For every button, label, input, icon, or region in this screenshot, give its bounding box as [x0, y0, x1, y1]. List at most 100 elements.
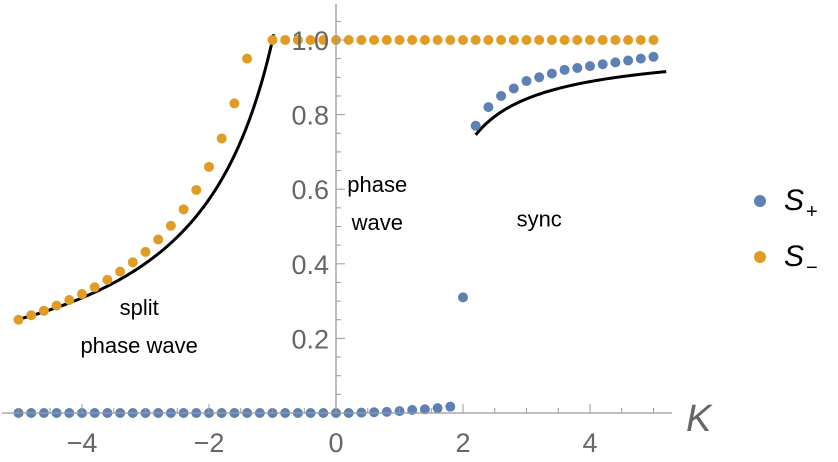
point-s-plus [483, 102, 494, 113]
legend-marker-1 [754, 195, 766, 207]
fit-curves [18, 34, 667, 321]
point-s-minus [280, 35, 291, 45]
point-s-plus [445, 401, 456, 412]
point-s-minus [229, 98, 240, 109]
legend-subscript-1: + [806, 201, 818, 223]
legend-label-2: S [784, 240, 804, 273]
point-s-plus [559, 64, 570, 75]
point-s-minus [165, 220, 176, 231]
point-s-minus [534, 35, 545, 45]
point-s-minus [394, 35, 405, 45]
point-s-minus [610, 35, 621, 45]
point-s-minus [445, 35, 456, 45]
legend-label-1: S [784, 184, 804, 217]
point-s-minus [572, 35, 583, 45]
y-tick-label: 0.6 [291, 175, 329, 205]
point-s-plus [597, 59, 608, 70]
point-s-minus [546, 35, 557, 45]
point-s-minus [292, 35, 303, 45]
point-s-minus [115, 266, 126, 277]
point-s-plus [572, 62, 583, 73]
point-s-minus [407, 35, 418, 45]
y-tick-label: 0.2 [291, 324, 329, 354]
point-s-minus [102, 274, 113, 285]
region-label: split [120, 295, 159, 320]
point-s-minus [597, 35, 608, 45]
point-s-minus [242, 53, 253, 64]
point-s-plus [585, 61, 595, 72]
x-tick-label: −2 [194, 428, 225, 458]
point-s-minus [89, 282, 100, 293]
region-label: sync [517, 207, 562, 232]
point-s-plus [521, 76, 532, 87]
point-s-plus [648, 51, 659, 62]
region-label: wave [351, 210, 403, 235]
point-s-plus [534, 72, 545, 83]
point-s-minus [419, 35, 430, 45]
point-s-minus [458, 35, 468, 45]
point-s-minus [13, 314, 24, 325]
x-tick-label: −4 [67, 428, 98, 458]
y-tick-label: 0.4 [291, 250, 329, 280]
point-s-minus [432, 35, 443, 45]
point-s-plus [381, 406, 392, 417]
point-s-minus [38, 305, 49, 316]
fit-curve-2 [474, 70, 667, 136]
point-s-minus [356, 35, 367, 45]
point-s-minus [585, 35, 595, 45]
fit-curve-1 [18, 34, 276, 321]
data-points [13, 35, 659, 418]
point-s-plus [610, 57, 621, 68]
point-s-minus [153, 234, 164, 245]
point-s-plus [470, 120, 481, 131]
point-s-minus [51, 300, 62, 311]
region-label: phase wave [80, 333, 197, 358]
x-tick-label: 2 [455, 428, 470, 458]
point-s-plus [432, 403, 443, 414]
y-tick-label: 0.8 [291, 101, 329, 131]
point-s-minus [267, 35, 278, 45]
point-s-minus [470, 35, 481, 45]
point-s-minus [483, 35, 494, 45]
point-s-plus [458, 292, 468, 303]
x-tick-label: 4 [582, 428, 597, 458]
point-s-plus [508, 83, 519, 94]
legend: S +S − [754, 184, 818, 279]
point-s-minus [216, 133, 227, 144]
point-s-minus [191, 184, 202, 195]
point-s-minus [318, 35, 329, 45]
point-s-minus [648, 35, 659, 45]
point-s-minus [77, 289, 87, 300]
x-tick-label: 0 [328, 428, 343, 458]
point-s-minus [623, 35, 634, 45]
legend-subscript-2: − [806, 257, 818, 279]
point-s-plus [496, 90, 507, 101]
legend-marker-2 [754, 251, 766, 263]
point-s-plus [369, 407, 380, 418]
x-axis-title: K [686, 398, 713, 440]
point-s-minus [496, 35, 507, 45]
point-s-minus [343, 35, 354, 45]
point-s-minus [26, 310, 37, 321]
point-s-minus [559, 35, 570, 45]
point-s-minus [204, 161, 214, 172]
point-s-minus [305, 35, 316, 45]
point-s-plus [419, 404, 430, 415]
point-s-plus [635, 53, 646, 64]
point-s-minus [635, 35, 646, 45]
point-s-minus [140, 246, 151, 257]
point-s-plus [546, 68, 557, 79]
y-tick-label: 1.0 [291, 26, 329, 56]
point-s-minus [64, 294, 75, 305]
point-s-minus [381, 35, 392, 45]
point-s-plus [623, 55, 634, 66]
point-s-minus [369, 35, 380, 45]
point-s-minus [521, 35, 532, 45]
region-label: phase [347, 172, 407, 197]
axes [2, 4, 672, 414]
point-s-minus [127, 257, 138, 268]
point-s-minus [508, 35, 519, 45]
point-s-minus [178, 204, 189, 215]
